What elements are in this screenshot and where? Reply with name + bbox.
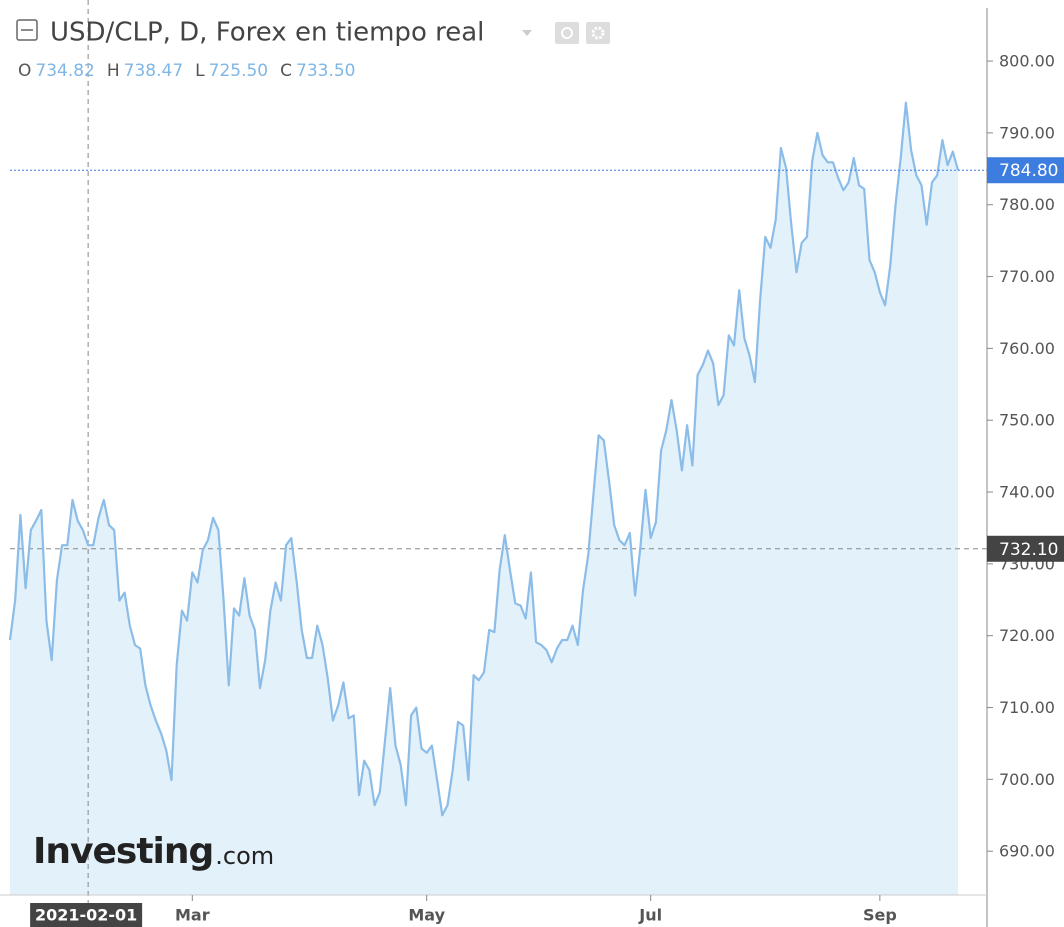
ohlc-value: 733.50 <box>296 61 355 81</box>
y-tick-label: 720.00 <box>999 626 1055 645</box>
area-fill <box>10 102 958 895</box>
chart-title: USD/CLP, D, Forex en tiempo real <box>50 18 484 48</box>
crosshair-x-label: 2021-02-01 <box>35 906 137 925</box>
ohlc-value: 725.50 <box>209 61 268 81</box>
y-tick-label: 800.00 <box>999 52 1055 71</box>
x-tick-label: Mar <box>175 906 210 925</box>
y-tick-label: 780.00 <box>999 195 1055 214</box>
price-line <box>8 101 960 817</box>
settings-button[interactable] <box>586 22 610 44</box>
y-tick-label: 750.00 <box>999 411 1055 430</box>
eye-icon <box>561 27 573 39</box>
y-tick-label: 690.00 <box>999 842 1055 861</box>
y-tick-label: 770.00 <box>999 267 1055 286</box>
ohlc-value: 738.47 <box>124 61 183 81</box>
ohlc-value: 734.82 <box>35 61 94 81</box>
x-tick-label: Sep <box>863 906 897 925</box>
last-price-badge <box>987 157 1064 184</box>
y-tick-label: 790.00 <box>999 123 1055 142</box>
crosshair-y-label: 732.10 <box>999 540 1058 560</box>
watermark-suffix: .com <box>215 842 274 870</box>
last-price-label: 784.80 <box>999 161 1058 181</box>
ohlc-key: O <box>18 61 31 81</box>
gear-icon <box>591 26 605 40</box>
ohlc-key: L <box>195 61 205 81</box>
dropdown-arrow[interactable] <box>522 30 532 36</box>
collapse-icon[interactable] <box>16 19 38 41</box>
ohlc-readout: O 734.82 H 738.47 L 725.50 C 733.50 <box>18 61 355 81</box>
plot-area <box>8 0 987 905</box>
eye-button[interactable] <box>555 22 579 44</box>
y-tick-label: 740.00 <box>999 483 1055 502</box>
y-tick-label: 760.00 <box>999 339 1055 358</box>
crosshair-x-badge <box>30 903 143 927</box>
crosshair-y-badge <box>987 535 1064 562</box>
ohlc-key: C <box>280 61 292 81</box>
y-tick-label: 710.00 <box>999 698 1055 717</box>
y-tick-label: 700.00 <box>999 770 1055 789</box>
x-tick-label: May <box>408 906 445 925</box>
watermark-brand: Investing <box>33 831 213 872</box>
x-tick-label: Jul <box>638 906 662 925</box>
ohlc-key: H <box>107 61 120 81</box>
